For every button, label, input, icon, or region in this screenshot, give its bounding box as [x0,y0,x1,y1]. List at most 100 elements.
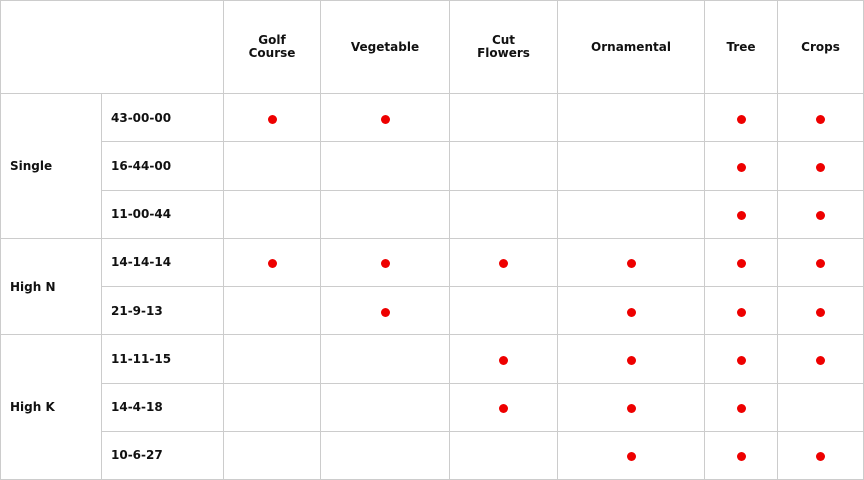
dot [816,307,825,317]
mark-cell [450,190,558,239]
mark-cell [705,142,778,191]
column-title: Cut Flowers [477,33,530,60]
group-cell: High N [0,238,102,336]
mark-cell [224,383,321,432]
dot [267,114,277,124]
mark-cell [450,431,558,480]
mark-cell [321,142,450,191]
mark-cell [705,94,778,143]
mark-cell [321,335,450,384]
column-title: Ornamental [591,39,671,54]
dot [626,404,636,414]
mark-cell [321,383,450,432]
mark-cell [321,287,450,336]
mark-cell [321,238,450,287]
mark-cell [778,190,864,239]
dot [736,355,746,365]
formula-cell: 11-00-44 [102,190,224,239]
formula: 21-9-13 [111,303,163,318]
header-corner [0,0,224,94]
dot [736,307,746,317]
mark-cell [224,94,321,143]
mark-cell [450,287,558,336]
dot [736,211,746,221]
mark-cell [705,335,778,384]
dot [499,404,508,414]
column-title: Golf Course [248,33,296,60]
column-title: Tree [726,39,756,54]
formula: 14-4-18 [111,400,163,415]
mark-cell [778,383,864,432]
group-cell: Single [0,94,102,239]
mark-cell [778,335,864,384]
mark-cell [705,287,778,336]
column-header: Cut Flowers [450,0,558,94]
dot [499,259,508,269]
column-header: Crops [778,0,864,94]
mark-cell [558,142,705,191]
formula-cell: 10-6-27 [102,431,224,480]
dot [816,114,825,124]
mark-cell [450,335,558,384]
mark-cell [705,431,778,480]
mark-cell [224,190,321,239]
mark-cell [321,94,450,143]
mark-cell [778,238,864,287]
dot [626,307,636,317]
formula-cell: 11-11-15 [102,335,224,384]
dot [380,307,390,317]
mark-cell [224,238,321,287]
mark-cell [558,287,705,336]
group-cell: High K [0,335,102,480]
dot [626,259,636,269]
dot [736,162,746,172]
formula: 14-14-14 [111,255,172,270]
mark-cell [778,287,864,336]
mark-cell [558,94,705,143]
formula: 16-44-00 [111,158,172,173]
column-header: Tree [705,0,778,94]
formula: 10-6-27 [111,448,163,463]
mark-cell [778,142,864,191]
mark-cell [321,190,450,239]
dot [736,114,746,124]
mark-cell [450,94,558,143]
mark-cell [778,431,864,480]
mark-cell [321,431,450,480]
mark-cell [558,190,705,239]
mark-cell [224,287,321,336]
group-label: High K [10,400,55,415]
mark-cell [705,190,778,239]
dot [380,259,390,269]
dot [267,259,277,269]
column-title: Vegetable [350,39,420,54]
dot [816,355,825,365]
mark-cell [224,431,321,480]
mark-cell [558,238,705,287]
mark-cell [778,94,864,143]
column-header: Ornamental [558,0,705,94]
formula-cell: 21-9-13 [102,287,224,336]
dot [626,452,636,462]
column-title: Crops [801,39,840,54]
mark-cell [224,142,321,191]
formula-cell: 16-44-00 [102,142,224,191]
column-header: Vegetable [321,0,450,94]
formula: 11-11-15 [111,351,172,366]
dot [499,355,508,365]
mark-cell [450,383,558,432]
dot [626,355,636,365]
mark-cell [224,335,321,384]
dot [816,162,825,172]
mark-cell [705,238,778,287]
mark-cell [705,383,778,432]
mark-cell [450,142,558,191]
column-header: Golf Course [224,0,321,94]
dot [816,211,825,221]
formula: 11-00-44 [111,207,172,222]
group-label: High N [10,279,56,294]
mark-cell [558,383,705,432]
dot [736,404,746,414]
formula: 43-00-00 [111,110,172,125]
